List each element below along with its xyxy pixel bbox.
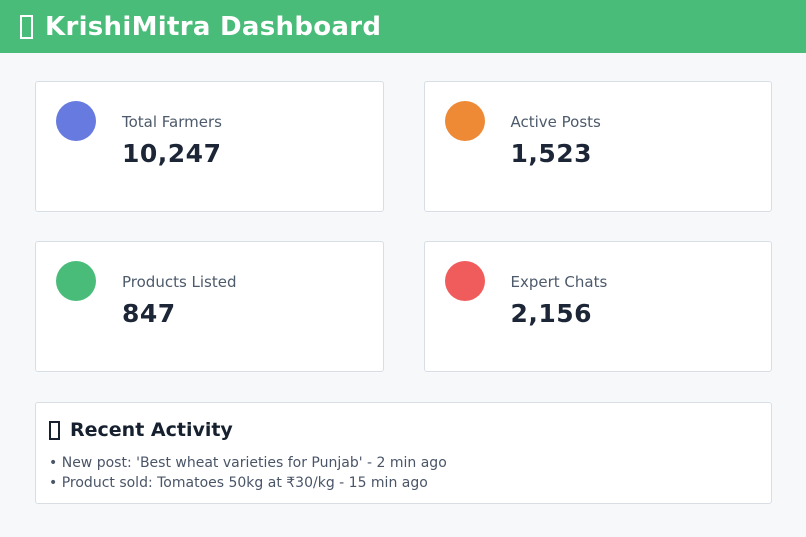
stat-value: 2,156 [510, 299, 593, 328]
farmers-icon-circle [56, 101, 96, 141]
chats-icon-circle [444, 261, 485, 301]
wheat-emoji-icon [20, 14, 33, 39]
recent-activity-title-text: Recent Activity [70, 419, 233, 441]
stat-label: Total Farmers [122, 113, 222, 131]
stats-grid: Total Farmers 10,247 Active Posts 1,523 … [35, 81, 772, 372]
stat-text: Active Posts 1,523 [511, 101, 601, 168]
activity-item: New post: 'Best wheat varieties for Punj… [49, 453, 757, 473]
stat-text: Total Farmers 10,247 [122, 101, 222, 168]
stat-text: Expert Chats 2,156 [511, 261, 608, 328]
stat-card-products-listed: Products Listed 847 [35, 241, 384, 372]
posts-icon-circle [444, 101, 485, 141]
app-title: KrishiMitra Dashboard [20, 12, 381, 42]
products-icon-circle [56, 261, 96, 301]
stat-card-total-farmers: Total Farmers 10,247 [35, 81, 384, 212]
stat-label: Active Posts [510, 113, 601, 131]
app-header: KrishiMitra Dashboard [0, 0, 806, 53]
stat-text: Products Listed 847 [122, 261, 237, 328]
stat-card-expert-chats: Expert Chats 2,156 [423, 241, 772, 372]
stat-value: 1,523 [510, 139, 593, 168]
activity-list: New post: 'Best wheat varieties for Punj… [49, 453, 757, 493]
stat-card-active-posts: Active Posts 1,523 [423, 81, 772, 212]
stat-label: Expert Chats [510, 273, 608, 291]
chart-emoji-icon [49, 420, 60, 440]
app-title-text: KrishiMitra Dashboard [45, 11, 382, 42]
activity-item: Product sold: Tomatoes 50kg at ₹30/kg - … [49, 473, 757, 493]
stat-value: 10,247 [122, 139, 222, 168]
recent-activity-card: Recent Activity New post: 'Best wheat va… [35, 402, 772, 504]
stat-label: Products Listed [122, 273, 237, 291]
dashboard-content: Total Farmers 10,247 Active Posts 1,523 … [0, 53, 806, 504]
dashboard-page: KrishiMitra Dashboard Total Farmers 10,2… [0, 0, 806, 504]
stat-value: 847 [122, 299, 176, 328]
recent-activity-title: Recent Activity [49, 419, 757, 441]
